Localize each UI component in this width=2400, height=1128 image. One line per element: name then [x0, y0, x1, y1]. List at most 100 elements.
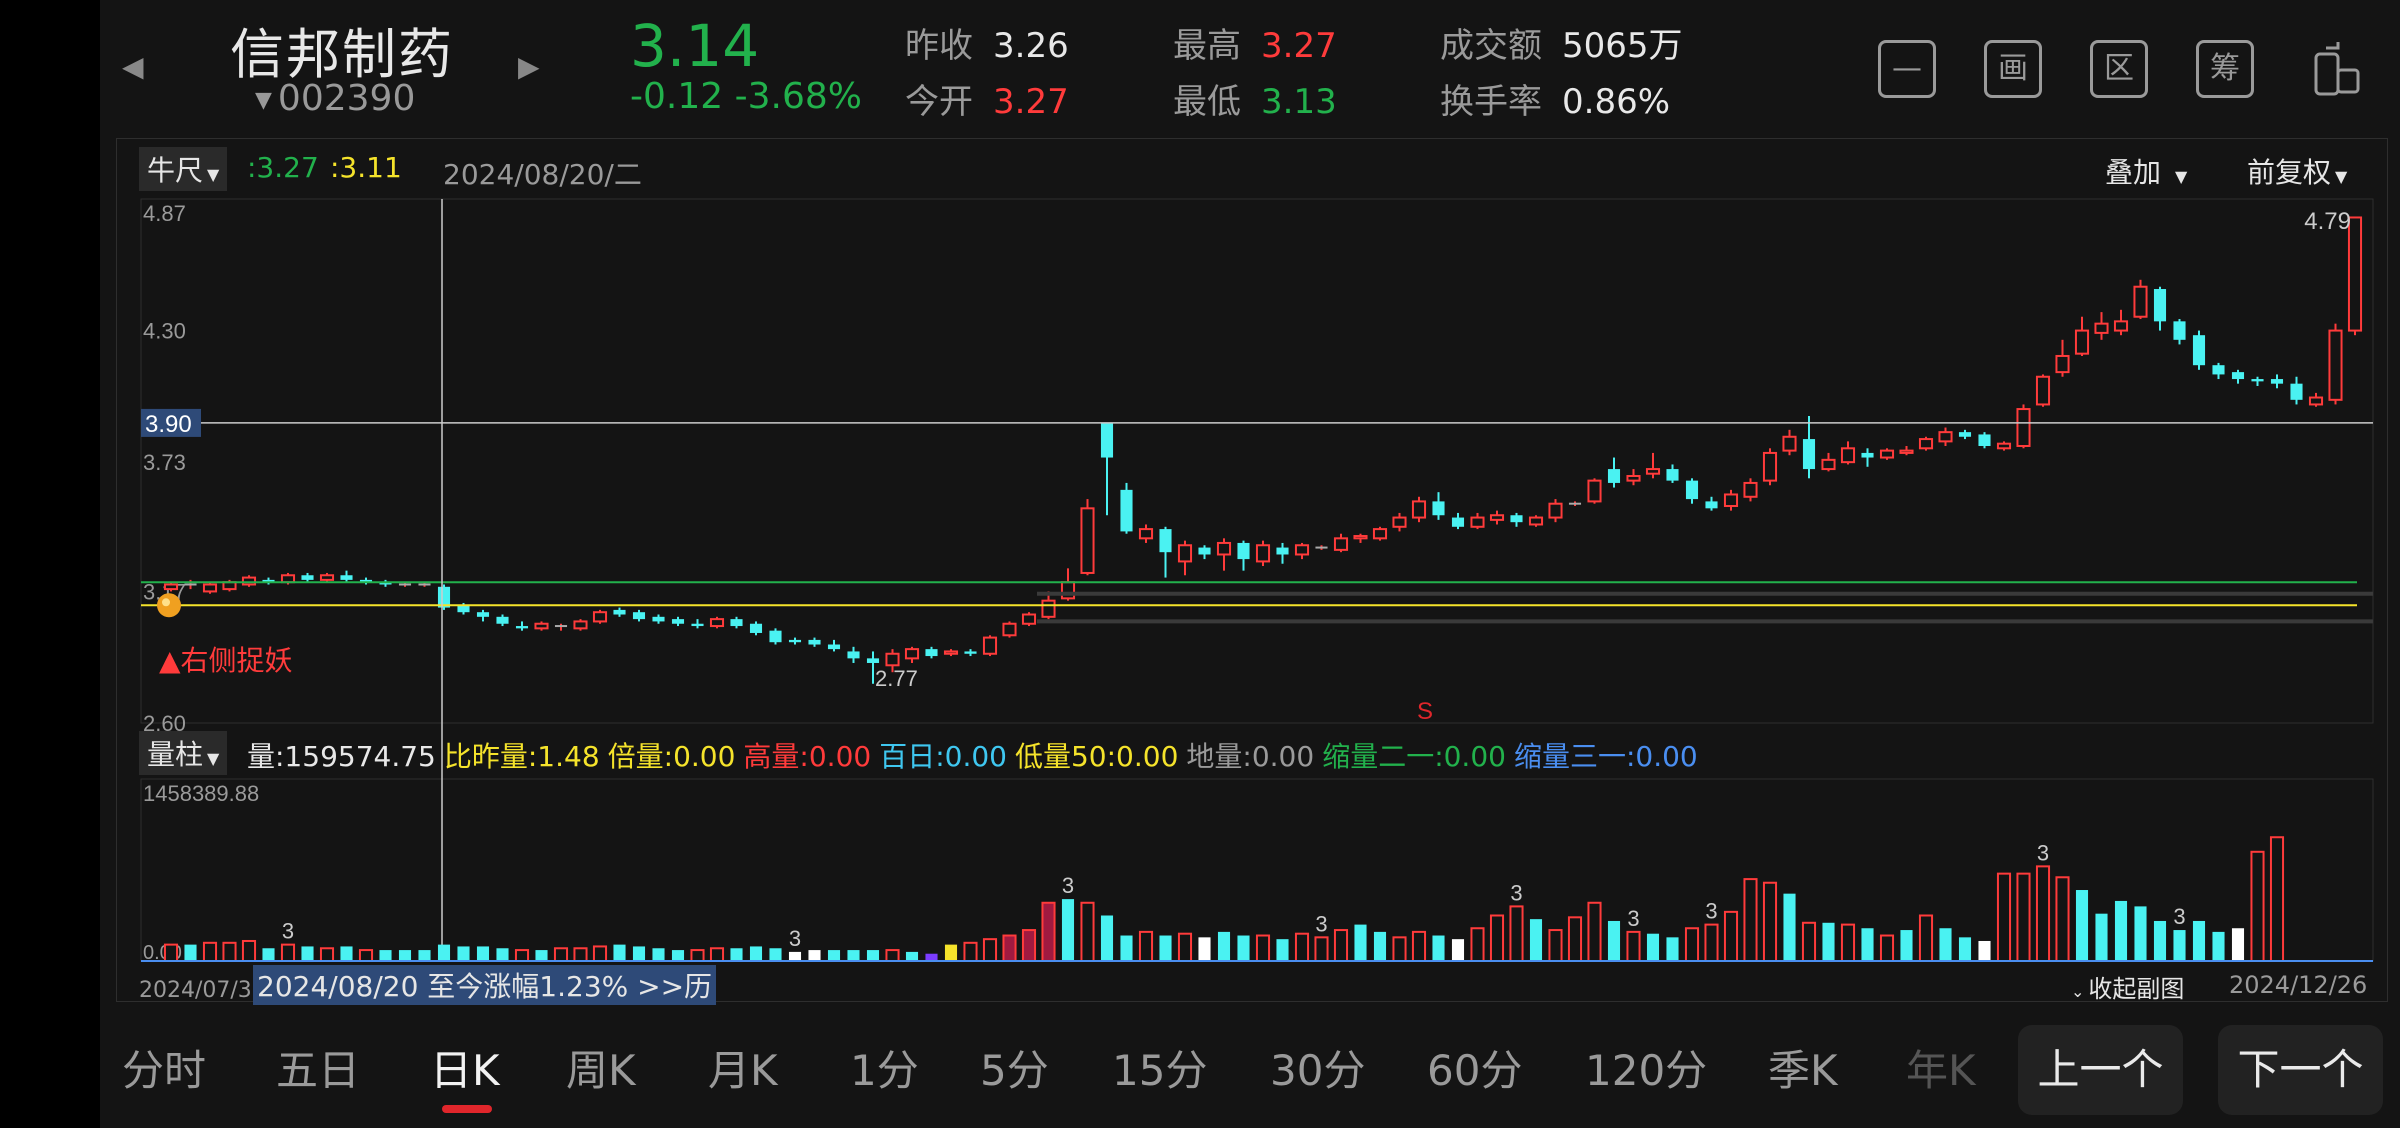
tab-120min[interactable]: 120分	[1585, 1046, 1708, 1095]
end-date: 2024/12/26	[2229, 971, 2368, 999]
candle-body-up	[1294, 544, 1310, 556]
next-button[interactable]: 下一个	[2218, 1025, 2383, 1115]
candle-body-down	[964, 651, 977, 654]
volume-stat-7: 缩量二一:0.00	[1322, 740, 1506, 773]
candle-body-up	[709, 618, 725, 628]
volume-bar-up	[1723, 910, 1739, 962]
volume-bar	[1217, 931, 1231, 961]
prev-stock-arrow-icon[interactable]: ◀	[122, 50, 144, 83]
chips-icon[interactable]: 筹	[2196, 40, 2254, 98]
tab-1min[interactable]: 1分	[850, 1046, 919, 1095]
prev-button[interactable]: 上一个	[2018, 1025, 2183, 1115]
volume-bar-up	[1509, 905, 1524, 963]
stock-code[interactable]: ▼ 002390	[255, 78, 415, 119]
volume-bar	[1354, 924, 1367, 961]
volume-bar-highlight	[1021, 929, 1037, 962]
tab-yearly-k[interactable]: 年K	[1906, 1046, 1976, 1095]
tab-monthly-k[interactable]: 月K	[708, 1046, 778, 1095]
candle-body-down	[496, 616, 509, 624]
draw-icon[interactable]: 画	[1984, 40, 2042, 98]
volume-bar	[1666, 937, 1679, 961]
volume-bar-up	[1177, 932, 1193, 963]
overlay-button[interactable]: 叠加 ▼	[2105, 151, 2187, 191]
turnover-rate: 换手率 0.86%	[1440, 74, 1670, 123]
volume-bar	[1061, 899, 1075, 961]
tab-intraday[interactable]: 分时	[122, 1046, 207, 1095]
candle-body-down	[457, 605, 470, 613]
candle-body-down	[1666, 469, 1679, 481]
candle-body-down	[359, 579, 373, 583]
low-price: 最低 3.13	[1173, 74, 1337, 123]
candle-body-up	[1333, 537, 1349, 551]
kline-volume-chart[interactable]: 4.874.303.733.172.603.904.792.77S1458389…	[117, 139, 2387, 1001]
range-icon[interactable]: 区	[2090, 40, 2148, 98]
volume-indicator-select[interactable]: 量柱 ▼	[139, 731, 228, 775]
tab-15min[interactable]: 15分	[1112, 1046, 1208, 1095]
tab-weekly-k[interactable]: 周K	[566, 1046, 636, 1095]
tab-quarterly-k[interactable]: 季K	[1768, 1046, 1838, 1095]
volume-marker: 3	[2173, 904, 2185, 929]
dropdown-icon: ▼	[207, 749, 220, 768]
candle-body-down	[671, 619, 685, 624]
candle-body-up	[1743, 481, 1758, 498]
candle-body-up	[2016, 408, 2031, 447]
adjust-label: 前复权	[2247, 156, 2332, 189]
volume-bar	[1607, 920, 1621, 961]
volume-bar	[2212, 931, 2225, 961]
volume-bar-up	[592, 945, 608, 963]
adjust-button[interactable]: 前复权 ▼	[2247, 151, 2347, 191]
low-value: 3.13	[1261, 82, 1337, 122]
turnover-amount-label: 成交额	[1440, 26, 1542, 66]
volume-bar	[496, 948, 509, 961]
volume-bar	[1432, 935, 1445, 961]
rotate-screen-icon[interactable]	[2302, 40, 2360, 96]
collapse-subchart-button[interactable]: ⌄ 收起副图	[2071, 969, 2184, 1004]
volume-bar-up	[2055, 876, 2070, 963]
candle-body-down	[1159, 529, 1172, 553]
volume-bar-up	[1587, 901, 1602, 963]
next-stock-arrow-icon[interactable]: ▶	[518, 50, 540, 83]
candle-body-up	[1372, 528, 1388, 540]
volume-marker: 3	[1315, 911, 1327, 936]
volume-bar-up	[1801, 921, 1817, 963]
candle-body-up	[1645, 468, 1661, 475]
volume-marker: 3	[1062, 873, 1074, 898]
volume-bar-up	[1392, 936, 1407, 963]
candle-body-up	[1041, 599, 1056, 618]
chart-panel[interactable]: 4.87 4.30 3.73 3.17 2.60 3.90 4.79 2.77 S 1458389…	[116, 138, 2388, 1005]
candle-body-up	[1255, 544, 1271, 563]
candle-body-down	[827, 644, 841, 650]
candle-body-up	[1528, 516, 1544, 526]
candle-body-down	[1685, 480, 1699, 500]
tab-5min[interactable]: 5分	[980, 1046, 1049, 1095]
tab-five-day[interactable]: 五日	[276, 1046, 361, 1095]
candle-body-up	[943, 650, 959, 655]
volume-bar	[1822, 922, 1835, 961]
volume-bar-up	[885, 949, 900, 963]
volume-bar	[827, 950, 841, 961]
candle-body-down	[1432, 501, 1445, 516]
crosshair-change-note[interactable]: 2024/08/20 至今涨幅1.23% >>历	[253, 965, 717, 1005]
signal-label: ▲右侧捉妖	[159, 644, 293, 677]
volume-bar-up	[573, 947, 588, 963]
tab-30min[interactable]: 30分	[1270, 1046, 1366, 1095]
volume-bar-up	[1840, 923, 1856, 962]
tab-daily-k[interactable]: 日K	[430, 1046, 500, 1095]
indicator-select[interactable]: 牛尺 ▼	[139, 147, 228, 191]
volume-bar	[301, 946, 314, 961]
candle-body-down	[808, 639, 821, 645]
volume-bar	[340, 946, 353, 961]
volume-bar	[2134, 906, 2147, 961]
volume-bar-up	[1294, 932, 1310, 963]
volume-bar-up	[1626, 930, 1641, 963]
minus-icon[interactable]: —	[1878, 40, 1936, 98]
candle-body-down	[2270, 379, 2284, 384]
dropdown-icon: ▼	[255, 87, 272, 113]
tab-60min[interactable]: 60分	[1427, 1046, 1523, 1095]
candle-body-down	[749, 623, 763, 633]
volume-bar-up	[553, 947, 569, 963]
candle-body-down	[1120, 489, 1133, 532]
candle-body-down	[1705, 501, 1718, 509]
turnover-rate-value: 0.86%	[1562, 82, 1671, 122]
high-value: 3.27	[1261, 26, 1337, 66]
